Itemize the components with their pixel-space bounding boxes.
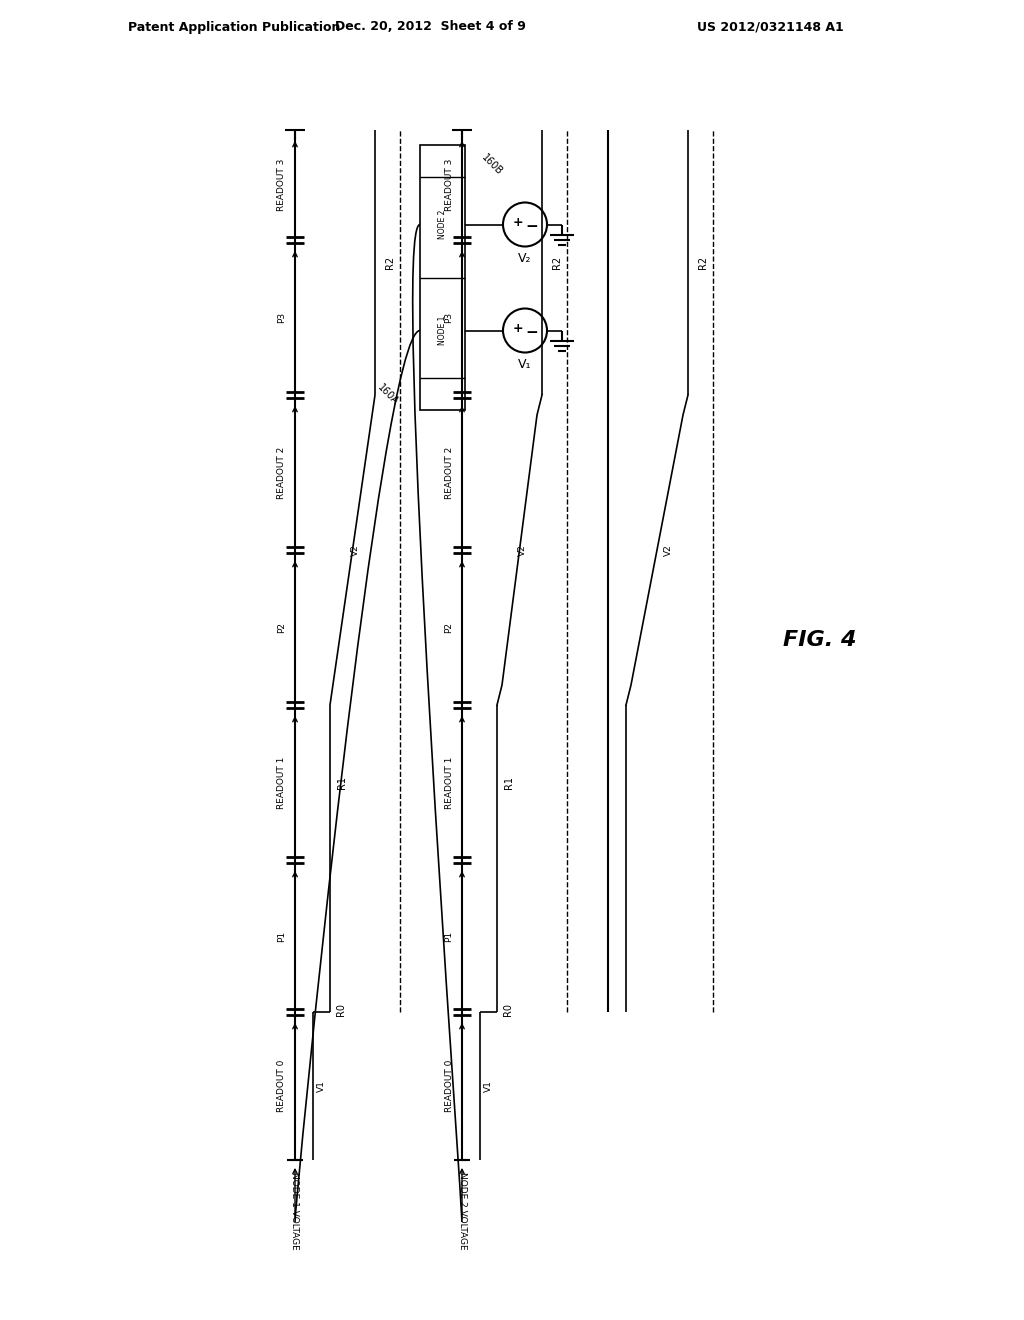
Text: READOUT 3: READOUT 3 (278, 158, 287, 211)
Text: +: + (513, 322, 523, 335)
Text: V1: V1 (483, 1080, 493, 1092)
Text: P1: P1 (278, 931, 287, 941)
Text: US 2012/0321148 A1: US 2012/0321148 A1 (696, 21, 844, 33)
Bar (420, 145, 465, 411)
Text: R2: R2 (698, 256, 708, 269)
Text: READOUT 0: READOUT 0 (444, 1060, 454, 1113)
Text: V₂: V₂ (518, 252, 531, 265)
Text: NODE 1: NODE 1 (438, 315, 447, 346)
Text: R0: R0 (336, 1003, 346, 1016)
Text: Dec. 20, 2012  Sheet 4 of 9: Dec. 20, 2012 Sheet 4 of 9 (335, 21, 525, 33)
Text: P3: P3 (278, 312, 287, 323)
Text: R1: R1 (337, 776, 347, 789)
Text: FIG. 4: FIG. 4 (783, 630, 857, 649)
Text: V2: V2 (517, 544, 526, 556)
Text: +: + (513, 216, 523, 228)
Text: Patent Application Publication: Patent Application Publication (128, 21, 340, 33)
Text: R1: R1 (504, 776, 514, 789)
Text: V2: V2 (350, 544, 359, 556)
Text: V₁: V₁ (518, 358, 531, 371)
Text: READOUT 2: READOUT 2 (278, 446, 287, 499)
Text: READOUT 1: READOUT 1 (278, 756, 287, 809)
Text: 160A: 160A (375, 383, 400, 408)
Text: 160B: 160B (480, 153, 505, 177)
Circle shape (503, 309, 547, 352)
Text: R0: R0 (503, 1003, 513, 1016)
Text: −: − (525, 219, 539, 234)
Text: P3: P3 (444, 312, 454, 323)
Text: READOUT 2: READOUT 2 (444, 446, 454, 499)
Text: READOUT 0: READOUT 0 (278, 1060, 287, 1113)
Text: V2: V2 (664, 544, 673, 556)
Text: P2: P2 (444, 622, 454, 634)
Text: NODE 2 VOLTAGE: NODE 2 VOLTAGE (458, 1172, 467, 1250)
Text: −: − (525, 325, 539, 341)
Text: R2: R2 (552, 256, 562, 269)
Text: V1: V1 (316, 1080, 326, 1092)
Text: P1: P1 (444, 931, 454, 941)
Text: NODE 2: NODE 2 (438, 210, 447, 239)
Text: READOUT 3: READOUT 3 (444, 158, 454, 211)
Text: R2: R2 (385, 256, 395, 269)
Text: NODE 1 VOLTAGE: NODE 1 VOLTAGE (291, 1172, 299, 1250)
Text: READOUT 1: READOUT 1 (444, 756, 454, 809)
Text: P2: P2 (278, 622, 287, 634)
Circle shape (503, 202, 547, 247)
